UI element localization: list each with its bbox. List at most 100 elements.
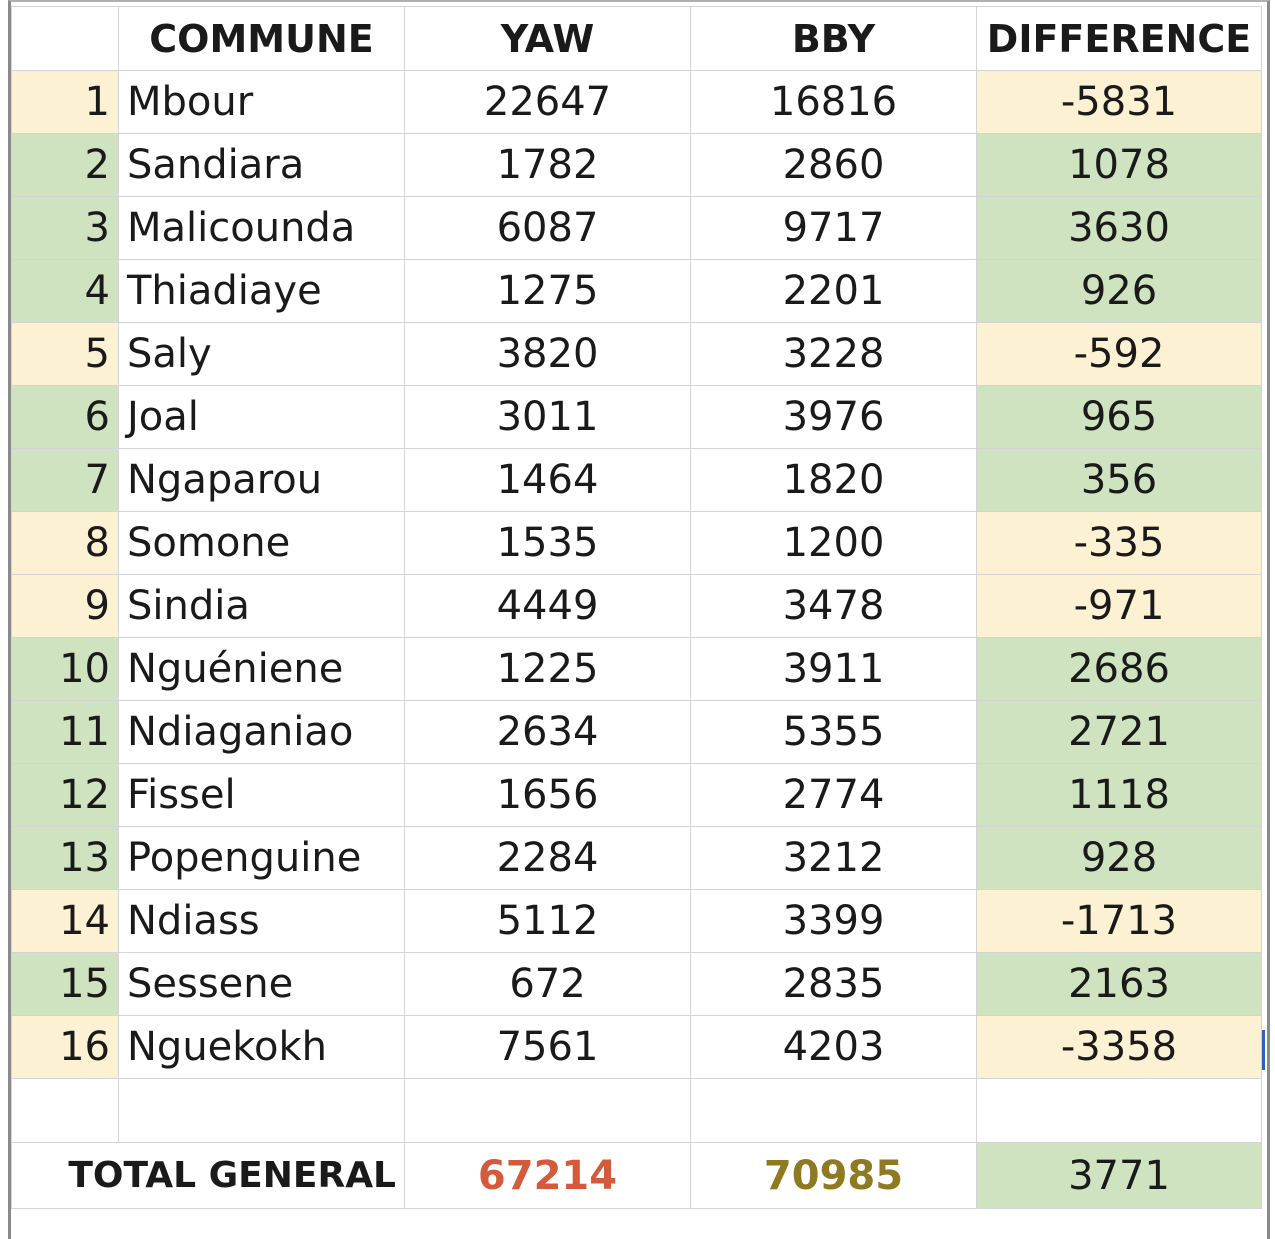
yaw-cell[interactable]: 6087 bbox=[404, 196, 691, 260]
yaw-cell[interactable]: 1275 bbox=[404, 259, 691, 323]
commune-cell[interactable]: Fissel bbox=[118, 763, 405, 827]
yaw-cell[interactable]: 5112 bbox=[404, 889, 691, 953]
table-row: 6 Joal 3011 3976 965 bbox=[11, 385, 1262, 449]
commune-cell[interactable]: Mbour bbox=[118, 70, 405, 134]
table-row: 2 Sandiara 1782 2860 1078 bbox=[11, 133, 1262, 197]
commune-cell[interactable]: Saly bbox=[118, 322, 405, 386]
difference-cell[interactable]: 1078 bbox=[976, 133, 1262, 197]
difference-cell[interactable]: 928 bbox=[976, 826, 1262, 890]
bby-cell[interactable]: 3228 bbox=[690, 322, 977, 386]
row-index[interactable]: 8 bbox=[11, 511, 119, 575]
empty-cell[interactable] bbox=[404, 1078, 691, 1143]
row-index[interactable]: 5 bbox=[11, 322, 119, 386]
bby-cell[interactable]: 2774 bbox=[690, 763, 977, 827]
yaw-cell[interactable]: 2284 bbox=[404, 826, 691, 890]
row-index[interactable]: 14 bbox=[11, 889, 119, 953]
difference-cell[interactable]: 356 bbox=[976, 448, 1262, 512]
difference-cell[interactable]: 3630 bbox=[976, 196, 1262, 260]
bby-cell[interactable]: 1820 bbox=[690, 448, 977, 512]
commune-cell[interactable]: Somone bbox=[118, 511, 405, 575]
yaw-cell[interactable]: 3011 bbox=[404, 385, 691, 449]
empty-cell[interactable] bbox=[118, 1078, 405, 1143]
difference-cell[interactable]: 926 bbox=[976, 259, 1262, 323]
difference-cell[interactable]: -592 bbox=[976, 322, 1262, 386]
yaw-cell[interactable]: 1782 bbox=[404, 133, 691, 197]
difference-cell[interactable]: -971 bbox=[976, 574, 1262, 638]
header-yaw[interactable]: YAW bbox=[404, 6, 691, 71]
commune-cell[interactable]: Ngaparou bbox=[118, 448, 405, 512]
bby-cell[interactable]: 4203 bbox=[690, 1015, 977, 1079]
yaw-cell[interactable]: 4449 bbox=[404, 574, 691, 638]
header-index[interactable] bbox=[11, 6, 119, 71]
bby-cell[interactable]: 3399 bbox=[690, 889, 977, 953]
row-index[interactable]: 7 bbox=[11, 448, 119, 512]
bby-cell[interactable]: 2860 bbox=[690, 133, 977, 197]
yaw-cell[interactable]: 3820 bbox=[404, 322, 691, 386]
yaw-cell[interactable]: 22647 bbox=[404, 70, 691, 134]
table-row: 14 Ndiass 5112 3399 -1713 bbox=[11, 889, 1262, 953]
difference-cell[interactable]: -1713 bbox=[976, 889, 1262, 953]
commune-cell[interactable]: Ndiass bbox=[118, 889, 405, 953]
row-index[interactable]: 9 bbox=[11, 574, 119, 638]
bby-cell[interactable]: 9717 bbox=[690, 196, 977, 260]
difference-cell[interactable]: -335 bbox=[976, 511, 1262, 575]
yaw-cell[interactable]: 7561 bbox=[404, 1015, 691, 1079]
empty-cell[interactable] bbox=[976, 1078, 1262, 1143]
header-bby[interactable]: BBY bbox=[690, 6, 977, 71]
bby-cell[interactable]: 1200 bbox=[690, 511, 977, 575]
total-label[interactable]: TOTAL GENERAL bbox=[11, 1142, 405, 1209]
commune-cell[interactable]: Sandiara bbox=[118, 133, 405, 197]
row-index[interactable]: 10 bbox=[11, 637, 119, 701]
row-index[interactable]: 3 bbox=[11, 196, 119, 260]
difference-cell[interactable]: 1118 bbox=[976, 763, 1262, 827]
row-index[interactable]: 12 bbox=[11, 763, 119, 827]
row-index[interactable]: 4 bbox=[11, 259, 119, 323]
difference-cell[interactable]: -5831 bbox=[976, 70, 1262, 134]
bby-cell[interactable]: 3976 bbox=[690, 385, 977, 449]
commune-cell[interactable]: Malicounda bbox=[118, 196, 405, 260]
commune-cell[interactable]: Sindia bbox=[118, 574, 405, 638]
difference-cell[interactable]: 2721 bbox=[976, 700, 1262, 764]
bby-cell[interactable]: 2835 bbox=[690, 952, 977, 1016]
empty-cell[interactable] bbox=[11, 1078, 119, 1143]
header-commune[interactable]: COMMUNE bbox=[118, 6, 405, 71]
table-row: 11 Ndiaganiao 2634 5355 2721 bbox=[11, 700, 1262, 764]
difference-cell[interactable]: -3358 bbox=[976, 1015, 1262, 1079]
yaw-cell[interactable]: 2634 bbox=[404, 700, 691, 764]
row-index[interactable]: 15 bbox=[11, 952, 119, 1016]
commune-cell[interactable]: Nguekokh bbox=[118, 1015, 405, 1079]
difference-cell[interactable]: 2686 bbox=[976, 637, 1262, 701]
commune-cell[interactable]: Thiadiaye bbox=[118, 259, 405, 323]
row-index[interactable]: 13 bbox=[11, 826, 119, 890]
empty-cell[interactable] bbox=[690, 1078, 977, 1143]
row-index[interactable]: 11 bbox=[11, 700, 119, 764]
yaw-cell[interactable]: 1225 bbox=[404, 637, 691, 701]
bby-cell[interactable]: 2201 bbox=[690, 259, 977, 323]
total-bby[interactable]: 70985 bbox=[690, 1142, 977, 1209]
yaw-cell[interactable]: 672 bbox=[404, 952, 691, 1016]
table-row: 13 Popenguine 2284 3212 928 bbox=[11, 826, 1262, 890]
row-index[interactable]: 6 bbox=[11, 385, 119, 449]
bby-cell[interactable]: 5355 bbox=[690, 700, 977, 764]
row-index[interactable]: 2 bbox=[11, 133, 119, 197]
bby-cell[interactable]: 3478 bbox=[690, 574, 977, 638]
total-difference[interactable]: 3771 bbox=[976, 1142, 1262, 1209]
difference-cell[interactable]: 2163 bbox=[976, 952, 1262, 1016]
commune-cell[interactable]: Popenguine bbox=[118, 826, 405, 890]
table-row: 4 Thiadiaye 1275 2201 926 bbox=[11, 259, 1262, 323]
commune-cell[interactable]: Ndiaganiao bbox=[118, 700, 405, 764]
row-index[interactable]: 16 bbox=[11, 1015, 119, 1079]
bby-cell[interactable]: 3911 bbox=[690, 637, 977, 701]
yaw-cell[interactable]: 1535 bbox=[404, 511, 691, 575]
commune-cell[interactable]: Joal bbox=[118, 385, 405, 449]
difference-cell[interactable]: 965 bbox=[976, 385, 1262, 449]
header-difference[interactable]: DIFFERENCE bbox=[976, 6, 1262, 71]
yaw-cell[interactable]: 1464 bbox=[404, 448, 691, 512]
bby-cell[interactable]: 3212 bbox=[690, 826, 977, 890]
total-yaw[interactable]: 67214 bbox=[404, 1142, 691, 1209]
yaw-cell[interactable]: 1656 bbox=[404, 763, 691, 827]
commune-cell[interactable]: Sessene bbox=[118, 952, 405, 1016]
row-index[interactable]: 1 bbox=[11, 70, 119, 134]
bby-cell[interactable]: 16816 bbox=[690, 70, 977, 134]
commune-cell[interactable]: Nguéniene bbox=[118, 637, 405, 701]
